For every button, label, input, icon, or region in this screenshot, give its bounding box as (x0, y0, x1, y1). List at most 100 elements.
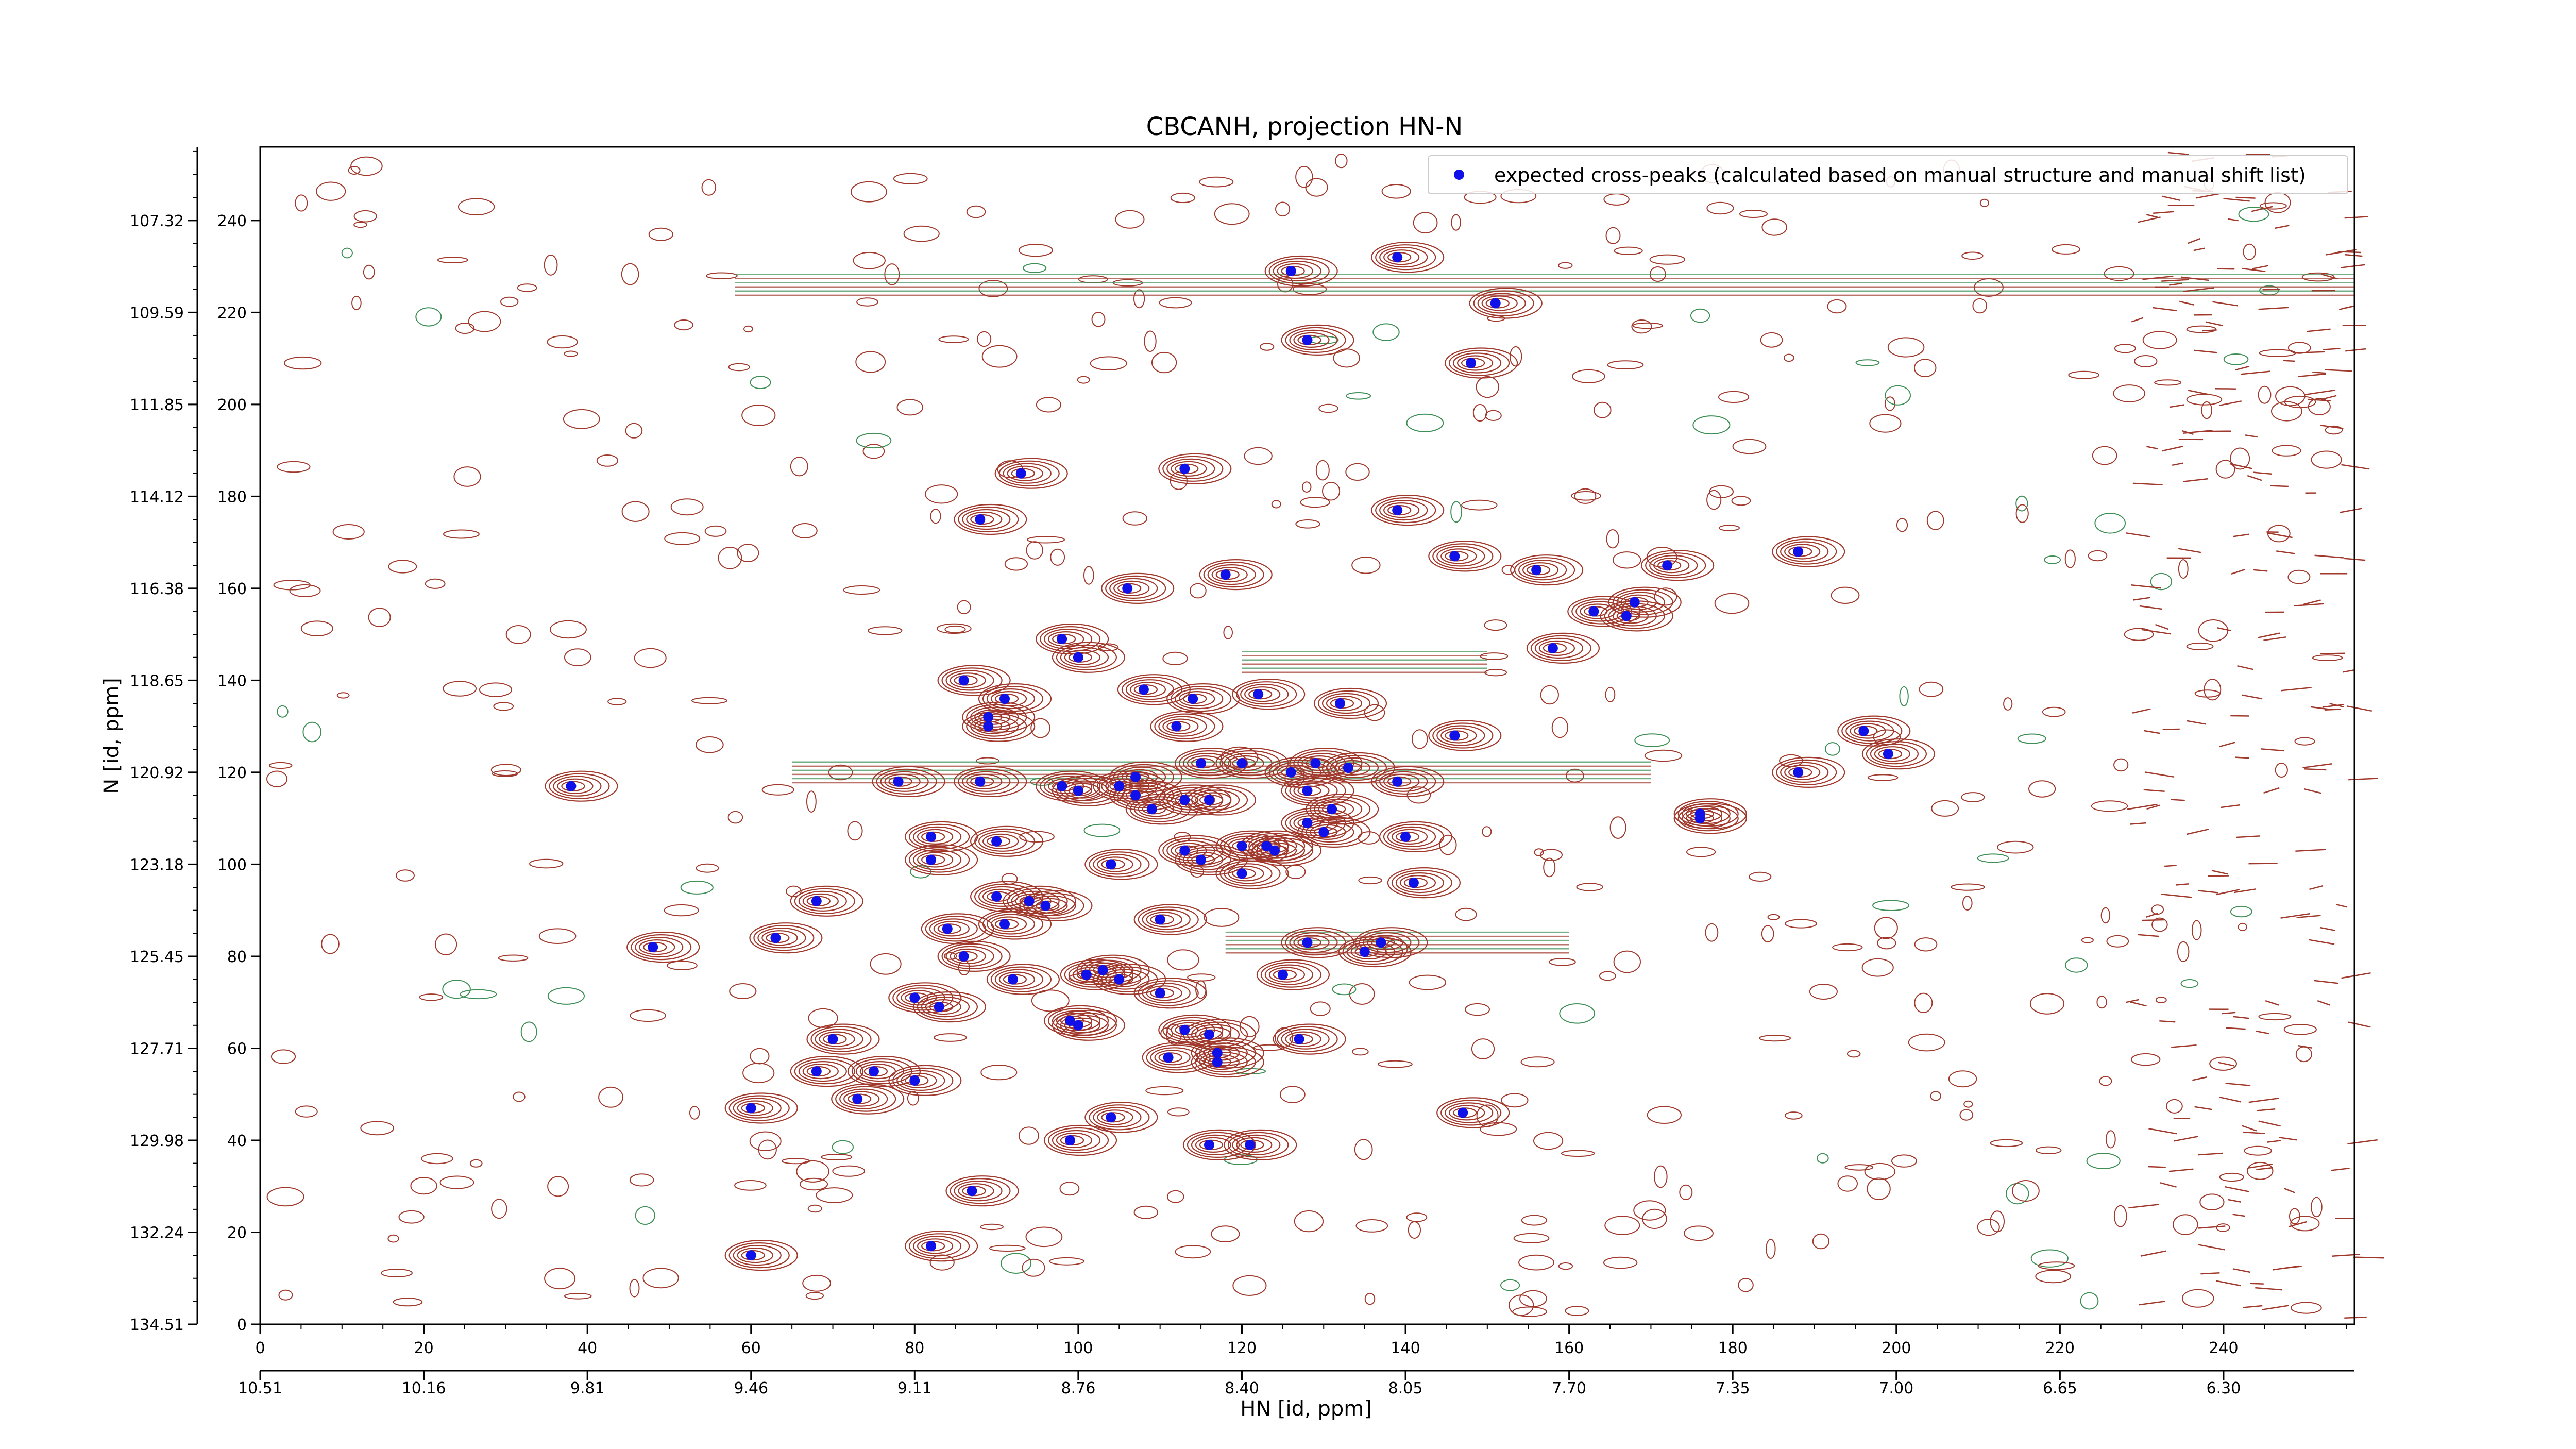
peak-marker[interactable] (1179, 463, 1190, 474)
peak-marker[interactable] (1883, 749, 1893, 760)
peak-marker[interactable] (967, 1186, 977, 1197)
peak-marker[interactable] (1858, 726, 1869, 736)
peak-marker[interactable] (1449, 551, 1460, 562)
peak-marker[interactable] (1466, 358, 1477, 368)
peak-marker[interactable] (926, 1241, 937, 1252)
peak-marker[interactable] (1155, 914, 1165, 925)
peak-marker[interactable] (1400, 831, 1411, 842)
peak-marker[interactable] (1146, 804, 1157, 815)
peak-marker[interactable] (1065, 1015, 1075, 1026)
peak-marker[interactable] (909, 1075, 920, 1086)
peak-marker[interactable] (1662, 560, 1673, 571)
peak-marker[interactable] (934, 1002, 944, 1013)
peak-marker[interactable] (942, 923, 953, 934)
peak-marker[interactable] (975, 514, 986, 525)
peak-marker[interactable] (1196, 854, 1207, 865)
peak-marker[interactable] (1015, 468, 1026, 479)
peak-marker[interactable] (745, 1250, 756, 1261)
peak-marker[interactable] (999, 919, 1010, 930)
peak-marker[interactable] (1269, 845, 1280, 856)
peak-marker[interactable] (1163, 1052, 1174, 1063)
peak-marker[interactable] (1458, 1107, 1468, 1118)
peak-marker[interactable] (1236, 840, 1247, 851)
legend[interactable]: expected cross-peaks (calculated based o… (1428, 155, 2348, 194)
peak-marker[interactable] (811, 1066, 822, 1077)
peak-marker[interactable] (1277, 969, 1288, 980)
peak-marker[interactable] (1130, 771, 1141, 782)
peak-marker[interactable] (1588, 606, 1599, 617)
peak-marker[interactable] (1236, 868, 1247, 879)
peak-marker[interactable] (909, 992, 920, 1003)
peak-marker[interactable] (1204, 1139, 1214, 1150)
peak-marker[interactable] (1212, 1057, 1223, 1068)
peak-marker[interactable] (1097, 965, 1108, 975)
peak-marker[interactable] (893, 776, 904, 787)
peak-marker[interactable] (1343, 763, 1353, 773)
peak-marker[interactable] (1359, 947, 1370, 957)
peak-marker[interactable] (745, 1103, 756, 1114)
peak-marker[interactable] (1204, 1029, 1214, 1040)
peak-marker[interactable] (1007, 974, 1018, 985)
peak-marker[interactable] (1629, 597, 1640, 608)
peak-marker[interactable] (1335, 698, 1345, 709)
peak-marker[interactable] (1179, 795, 1190, 805)
peak-marker[interactable] (1196, 758, 1207, 769)
peak-marker[interactable] (1040, 900, 1051, 911)
peak-marker[interactable] (1188, 694, 1198, 704)
peak-marker[interactable] (926, 854, 937, 865)
peak-marker[interactable] (1073, 1020, 1083, 1031)
peak-marker[interactable] (926, 831, 937, 842)
peak-marker[interactable] (1155, 988, 1165, 999)
peak-marker[interactable] (1694, 808, 1705, 819)
peak-marker[interactable] (1073, 785, 1083, 796)
peak-marker[interactable] (1285, 266, 1296, 276)
peak-marker[interactable] (983, 712, 994, 722)
peak-marker[interactable] (566, 781, 577, 791)
peak-marker[interactable] (1073, 652, 1083, 663)
peak-marker[interactable] (770, 933, 781, 943)
peak-marker[interactable] (1285, 767, 1296, 778)
peak-marker[interactable] (1138, 684, 1149, 695)
peak-marker[interactable] (1310, 758, 1321, 769)
peak-marker[interactable] (1294, 1034, 1304, 1044)
peak-marker[interactable] (1065, 1135, 1075, 1145)
peak-marker[interactable] (1212, 1048, 1223, 1058)
peak-marker[interactable] (958, 951, 969, 962)
peak-marker[interactable] (1547, 643, 1558, 653)
peak-marker[interactable] (1171, 721, 1182, 732)
peak-marker[interactable] (958, 675, 969, 686)
peak-marker[interactable] (1449, 730, 1460, 741)
peak-marker[interactable] (1114, 974, 1125, 985)
peak-marker[interactable] (1318, 827, 1329, 837)
peak-marker[interactable] (1621, 611, 1632, 621)
peak-marker[interactable] (1179, 1024, 1190, 1035)
peak-marker[interactable] (991, 836, 1002, 847)
peak-marker[interactable] (1376, 937, 1386, 948)
peak-marker[interactable] (1531, 565, 1542, 576)
peak-marker[interactable] (1024, 896, 1035, 906)
peak-marker[interactable] (852, 1093, 863, 1104)
peak-marker[interactable] (1302, 818, 1313, 829)
peak-marker[interactable] (1793, 546, 1804, 557)
peak-marker[interactable] (1253, 689, 1264, 700)
peak-marker[interactable] (1302, 334, 1313, 345)
peak-marker[interactable] (975, 776, 986, 787)
peak-marker[interactable] (1130, 790, 1141, 801)
peak-marker[interactable] (648, 942, 658, 953)
peak-marker[interactable] (1220, 569, 1231, 580)
peak-marker[interactable] (999, 694, 1010, 704)
peak-marker[interactable] (1245, 1139, 1256, 1150)
peak-marker[interactable] (1057, 781, 1067, 791)
peak-marker[interactable] (1793, 767, 1804, 778)
peak-marker[interactable] (1057, 634, 1067, 645)
peak-marker[interactable] (1179, 845, 1190, 856)
peak-marker[interactable] (1327, 804, 1337, 815)
peak-marker[interactable] (827, 1034, 838, 1044)
peak-marker[interactable] (1236, 758, 1247, 769)
peak-marker[interactable] (1204, 795, 1214, 805)
peak-marker[interactable] (1302, 937, 1313, 948)
peak-marker[interactable] (1106, 1112, 1116, 1123)
peak-marker[interactable] (1106, 859, 1116, 870)
peak-marker[interactable] (1392, 252, 1403, 263)
peak-marker[interactable] (1490, 298, 1501, 309)
